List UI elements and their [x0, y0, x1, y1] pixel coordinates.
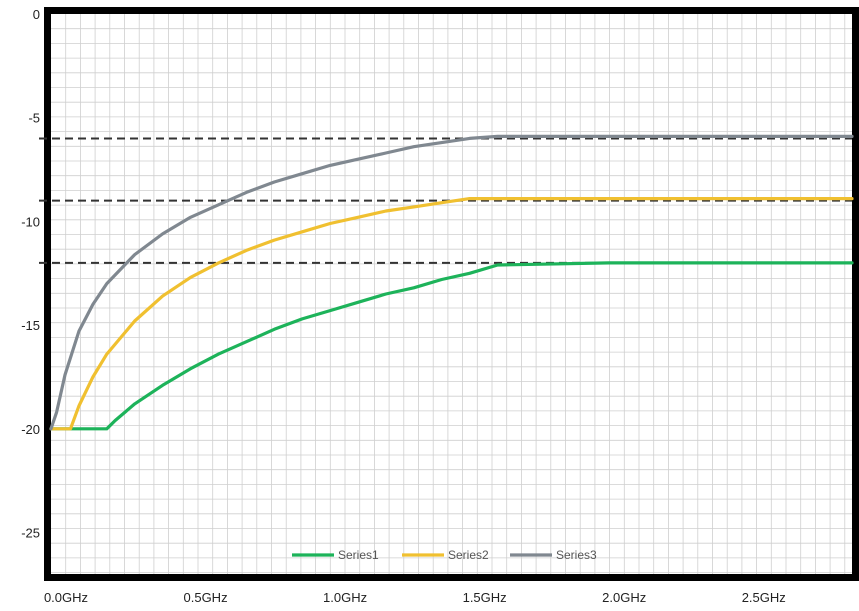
- legend: Series1 Series2 Series3: [292, 548, 597, 562]
- y-tick-label: -20: [21, 422, 40, 437]
- series-lines: [49, 134, 854, 431]
- x-tick-label: 0.5GHz: [184, 590, 228, 605]
- series-line-3: [49, 134, 854, 431]
- y-tick-label: -15: [21, 318, 40, 333]
- plot-area: [51, 14, 852, 574]
- x-tick-label: 2.5GHz: [742, 590, 786, 605]
- series-line-2: [49, 197, 854, 431]
- x-tick-label: 1.5GHz: [463, 590, 507, 605]
- series-line-1: [49, 261, 854, 431]
- x-tick-label: 1.0GHz: [323, 590, 367, 605]
- x-tick-label: 2.0GHz: [602, 590, 646, 605]
- y-tick-label: 0: [33, 7, 40, 22]
- y-axis-ticks: 0 -5 -10 -15 -20 -25: [21, 7, 40, 541]
- x-axis-ticks: 0.0GHz 0.5GHz 1.0GHz 1.5GHz 2.0GHz 2.5GHz: [44, 590, 786, 605]
- legend-label: Series2: [448, 548, 489, 562]
- legend-label: Series1: [338, 548, 379, 562]
- legend-label: Series3: [556, 548, 597, 562]
- y-tick-label: -5: [28, 111, 40, 126]
- y-tick-label: -25: [21, 526, 40, 541]
- x-tick-label: 0.0GHz: [44, 590, 88, 605]
- y-tick-label: -10: [21, 214, 40, 229]
